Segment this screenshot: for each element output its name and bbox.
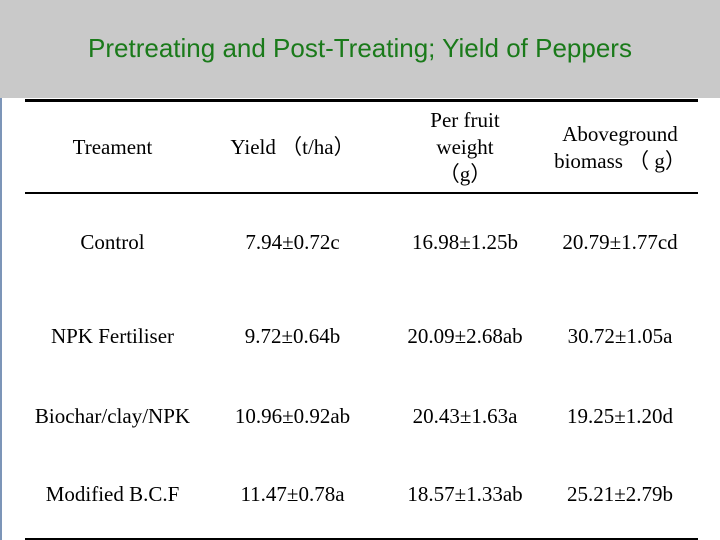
header-treatment: Treament bbox=[72, 135, 153, 160]
row-biochar-fruit-weight: 20.43±1.63a bbox=[412, 403, 518, 428]
title-bar: Pretreating and Post-Treating; Yield of … bbox=[0, 0, 720, 98]
header-biomass: Aboveground biomass （ g） bbox=[550, 103, 690, 192]
row-biochar-treatment: Biochar/clay/NPK bbox=[25, 372, 200, 460]
table-header-rule bbox=[25, 192, 698, 194]
row-npk-fruit-weight: 20.09±2.68ab bbox=[407, 323, 523, 348]
row-control-yield: 7.94±0.72c bbox=[245, 229, 340, 254]
table-bottom-rule bbox=[25, 538, 698, 540]
row-modified-fruit-weight: 18.57±1.33ab bbox=[407, 481, 523, 506]
slide-title: Pretreating and Post-Treating; Yield of … bbox=[88, 33, 632, 63]
row-npk-yield: 9.72±0.64b bbox=[244, 323, 341, 348]
row-npk-treatment: NPK Fertiliser bbox=[50, 323, 175, 348]
row-biochar-treatment-text: Biochar/clay/NPK bbox=[34, 403, 191, 428]
header-fruit-weight-text: Per fruit weight （g） bbox=[430, 108, 500, 186]
row-control-fruit-weight: 16.98±1.25b bbox=[411, 229, 519, 254]
row-control-biomass: 20.79±1.77cd bbox=[562, 229, 678, 254]
row-npk-biomass: 30.72±1.05a bbox=[567, 323, 673, 348]
header-yield: Yield （t/ha） bbox=[230, 135, 355, 160]
header-biomass-text: Aboveground biomass （ g） bbox=[554, 121, 686, 173]
row-control-treatment: Control bbox=[80, 229, 145, 254]
table-top-rule bbox=[25, 99, 698, 102]
header-fruit-weight: Per fruit weight （g） bbox=[385, 103, 545, 192]
row-modified-yield: 11.47±0.78a bbox=[240, 481, 345, 506]
row-biochar-biomass: 19.25±1.20d bbox=[566, 403, 674, 428]
row-modified-treatment: Modified B.C.F bbox=[45, 481, 180, 506]
row-modified-biomass: 25.21±2.79b bbox=[566, 481, 674, 506]
slide-left-edge bbox=[0, 98, 2, 540]
row-biochar-yield: 10.96±0.92ab bbox=[234, 403, 351, 428]
